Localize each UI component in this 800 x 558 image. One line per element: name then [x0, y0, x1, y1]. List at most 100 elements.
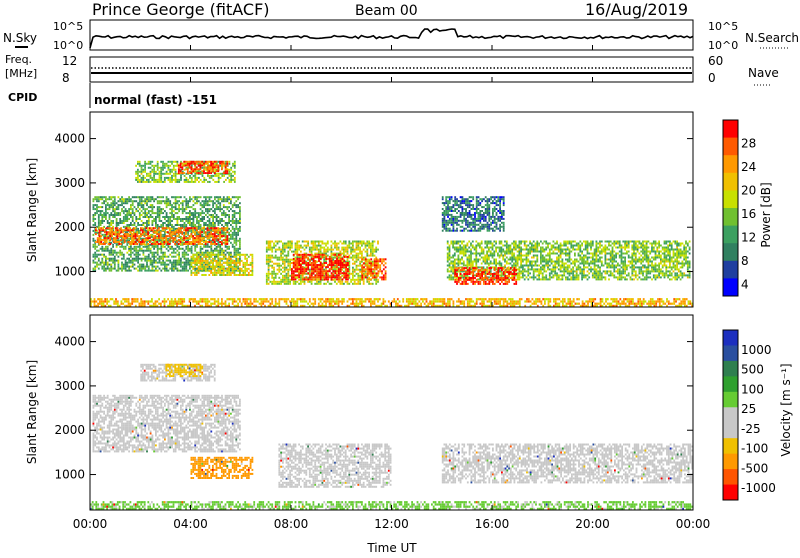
power-cell	[311, 243, 313, 245]
power-cell	[343, 264, 345, 266]
power-cell	[200, 208, 202, 210]
power-cell	[511, 249, 513, 251]
power-cell	[289, 249, 291, 251]
power-cell	[331, 274, 333, 276]
power-cell	[357, 277, 359, 279]
power-cell	[119, 254, 121, 256]
power-cell	[201, 258, 203, 260]
power-cell	[513, 249, 515, 251]
power-cell	[210, 224, 212, 226]
power-cell	[192, 243, 194, 245]
power-cell	[187, 172, 189, 174]
power-cell	[477, 245, 479, 247]
power-cell	[318, 251, 320, 253]
power-cell	[136, 235, 138, 237]
power-cell	[166, 270, 168, 272]
power-cell	[336, 247, 338, 249]
power-cell	[210, 163, 212, 165]
power-cell	[110, 212, 112, 214]
power-cell	[135, 200, 137, 202]
power-cell	[134, 206, 136, 208]
power-cell	[449, 259, 451, 261]
power-cell	[203, 237, 205, 239]
power-cell	[239, 272, 241, 274]
power-cell	[142, 243, 144, 245]
power-cell	[345, 270, 347, 272]
power-cell	[118, 206, 120, 208]
power-cell	[143, 224, 145, 226]
power-cell	[135, 196, 137, 198]
power-cell	[207, 175, 209, 177]
power-cell	[173, 266, 175, 268]
power-cell	[214, 256, 216, 258]
power-cell	[493, 259, 495, 261]
power-cell	[219, 252, 221, 254]
power-cell	[208, 262, 210, 264]
power-cell	[106, 237, 108, 239]
power-cell	[191, 258, 193, 260]
power-cell	[296, 274, 298, 276]
power-cell	[112, 246, 114, 248]
power-cell	[95, 233, 97, 235]
power-cell	[327, 241, 329, 243]
power-cell	[146, 224, 148, 226]
power-cell	[194, 168, 196, 170]
power-cell	[144, 165, 146, 167]
power-cell	[93, 204, 95, 206]
power-cell	[449, 265, 451, 267]
power-cell	[162, 208, 164, 210]
power-cell	[184, 268, 186, 270]
power-cell	[164, 216, 166, 218]
power-cell	[271, 283, 273, 285]
power-cell	[243, 270, 245, 272]
power-cell	[282, 249, 284, 251]
power-cell	[178, 270, 180, 272]
power-cell	[237, 252, 239, 254]
power-cell	[177, 212, 179, 214]
power-cell	[207, 254, 209, 256]
power-cell	[375, 279, 377, 281]
power-cell	[218, 206, 220, 208]
power-cell	[289, 265, 291, 267]
power-cell	[175, 264, 177, 266]
power-cell	[338, 272, 340, 274]
power-cell	[284, 255, 286, 257]
power-cell	[185, 208, 187, 210]
power-cell	[153, 229, 155, 231]
power-cell	[196, 237, 198, 239]
power-cell	[298, 241, 300, 243]
power-cell	[216, 266, 218, 268]
power-cell	[347, 253, 349, 255]
power-cell	[370, 266, 372, 268]
power-cell	[130, 216, 132, 218]
power-cell	[141, 220, 143, 222]
power-cell	[291, 274, 293, 276]
power-cell	[266, 277, 268, 279]
power-cell	[354, 271, 356, 273]
power-cell	[194, 227, 196, 229]
power-cell	[296, 262, 298, 264]
power-cell	[327, 247, 329, 249]
power-cell	[352, 267, 354, 269]
power-cell	[216, 227, 218, 229]
power-cell	[232, 238, 234, 240]
power-cell	[293, 266, 295, 268]
power-cell	[156, 243, 158, 245]
power-cell	[458, 263, 460, 265]
power-cell	[201, 266, 203, 268]
power-cell	[228, 266, 230, 268]
power-cell	[210, 250, 212, 252]
power-cell	[199, 237, 201, 239]
power-cell	[465, 253, 467, 255]
power-cell	[139, 258, 141, 260]
power-cell	[327, 281, 329, 283]
power-cell	[97, 241, 99, 243]
power-cell	[343, 276, 345, 278]
power-cell	[239, 214, 241, 216]
power-cell	[146, 163, 148, 165]
power-cell	[110, 252, 112, 254]
power-cell	[486, 255, 488, 257]
power-cell	[210, 214, 212, 216]
power-cell	[271, 257, 273, 259]
power-cell	[477, 261, 479, 263]
